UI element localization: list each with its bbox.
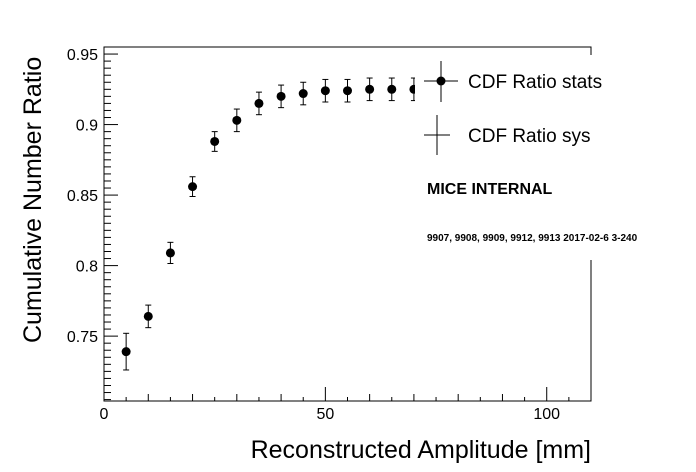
point-marker <box>298 89 308 99</box>
y-tick-label: 0.85 <box>67 188 98 205</box>
point-marker <box>254 98 264 108</box>
point-marker <box>365 84 375 94</box>
point-marker <box>143 311 153 321</box>
x-tick-label: 50 <box>316 406 334 423</box>
point-marker <box>232 115 242 125</box>
point-marker <box>343 86 352 96</box>
legend: CDF Ratio stats CDF Ratio sys MICE INTER… <box>415 55 638 260</box>
data-point <box>365 77 375 102</box>
x-tick-label: 0 <box>100 406 109 423</box>
data-point <box>343 78 352 103</box>
data-point <box>121 332 131 371</box>
data-point <box>232 108 242 133</box>
y-tick-label: 0.8 <box>76 259 98 276</box>
data-point <box>254 91 264 116</box>
y-tick-label: 0.75 <box>67 329 98 346</box>
data-point <box>276 84 286 109</box>
y-axis-ticks: 0.75 0.8 0.85 0.9 0.95 <box>67 46 118 401</box>
y-tick-label: 0.95 <box>67 47 98 64</box>
legend-marker-stats <box>424 61 458 102</box>
point-marker <box>121 347 131 357</box>
data-point <box>387 77 397 102</box>
run-info-label: 9907, 9908, 9909, 9912, 9913 2017-02-6 3… <box>427 233 638 244</box>
data-point <box>210 131 220 152</box>
data-point <box>320 78 330 103</box>
point-marker <box>320 86 330 96</box>
y-tick-label: 0.9 <box>76 118 98 135</box>
data-point <box>165 241 175 264</box>
data-point <box>298 81 308 106</box>
legend-label-stats: CDF Ratio stats <box>468 72 602 93</box>
point-marker <box>387 84 397 94</box>
point-marker <box>188 182 198 192</box>
x-axis-label: Reconstructed Amplitude [mm] <box>251 436 591 464</box>
x-axis-ticks: 0 50 100 <box>100 387 592 423</box>
point-marker <box>276 91 286 101</box>
point-marker <box>165 248 175 258</box>
legend-label-sys: CDF Ratio sys <box>468 126 590 147</box>
data-points <box>121 77 419 371</box>
data-point <box>143 304 153 329</box>
data-point <box>188 176 198 197</box>
y-axis-label: Cumulative Number Ratio <box>19 57 47 343</box>
x-tick-label: 100 <box>533 406 560 423</box>
legend-box <box>415 55 620 260</box>
legend-marker-sys <box>424 115 450 155</box>
point-marker <box>210 136 220 146</box>
mice-internal-label: MICE INTERNAL <box>427 181 553 198</box>
